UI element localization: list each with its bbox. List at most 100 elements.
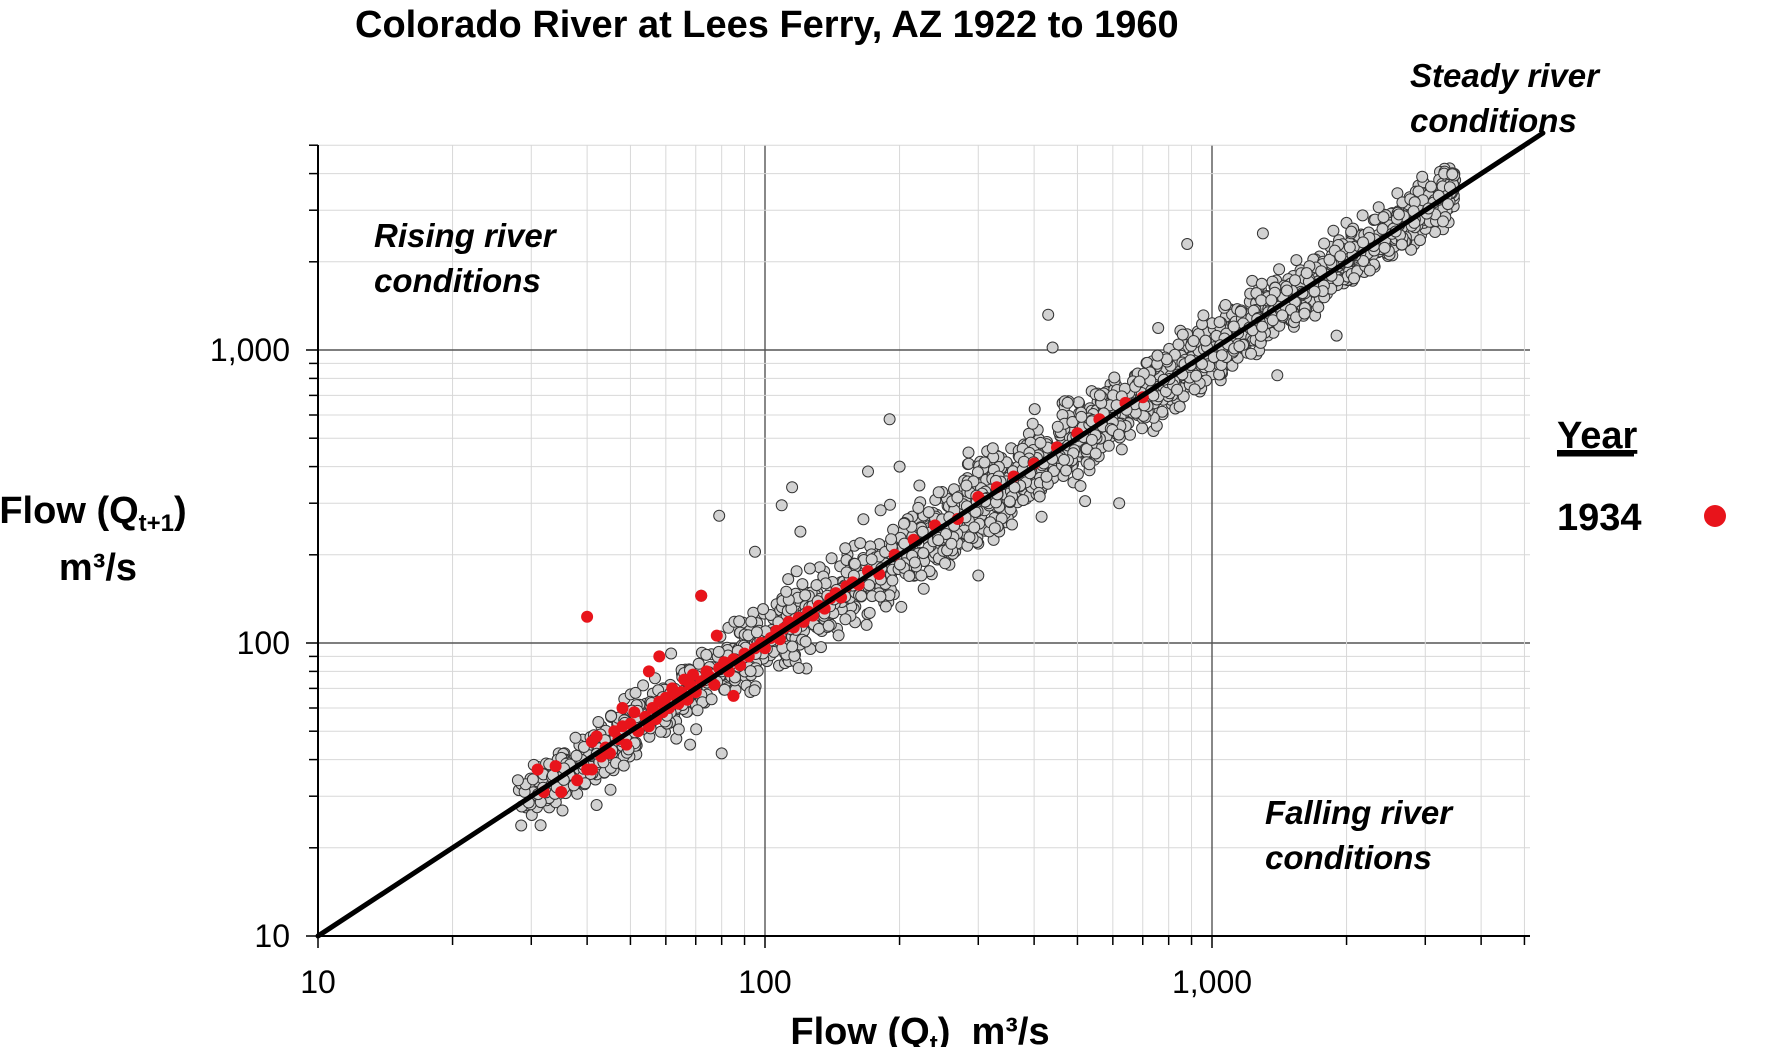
y-axis-title-subscript: t+1	[139, 510, 174, 537]
data-point	[917, 547, 930, 560]
data-point	[1256, 227, 1269, 240]
axes	[306, 144, 1530, 948]
data-point	[1071, 468, 1084, 481]
data-point	[1085, 433, 1098, 446]
data-point	[792, 662, 805, 674]
data-point	[939, 557, 952, 570]
data-point	[1271, 369, 1284, 382]
data-point	[1441, 198, 1454, 211]
data-point	[1046, 341, 1059, 354]
data-point	[786, 640, 799, 653]
data-point	[1074, 480, 1087, 492]
data-point	[705, 693, 718, 706]
data-point	[780, 585, 793, 598]
data-point	[1378, 241, 1391, 254]
data-point	[1188, 383, 1201, 396]
data-point	[932, 486, 945, 499]
data-point	[1176, 328, 1189, 341]
data-point	[874, 504, 887, 517]
data-point	[511, 774, 524, 787]
data-point	[932, 534, 945, 547]
data-point	[848, 557, 861, 570]
x-axis-title: Flow (Qt) m³/s	[790, 1011, 1049, 1047]
data-point	[1330, 329, 1343, 342]
data-point	[1102, 439, 1115, 452]
data-point	[1395, 238, 1408, 251]
data-point	[898, 517, 910, 530]
data-point	[1446, 168, 1459, 181]
data-point	[604, 783, 617, 796]
data-point	[915, 569, 928, 582]
data-point	[750, 626, 763, 639]
legend-title: Year	[1557, 415, 1638, 457]
data-point	[617, 759, 630, 772]
data-point	[1290, 254, 1303, 267]
data-point-1934	[549, 760, 562, 773]
data-point	[1281, 284, 1293, 297]
data-point	[712, 645, 725, 658]
data-point	[1075, 410, 1088, 423]
data-point	[637, 679, 650, 692]
data-point	[874, 590, 887, 603]
data-point	[605, 710, 618, 723]
data-point	[799, 635, 812, 648]
data-point	[1171, 383, 1184, 396]
data-point	[1233, 340, 1246, 353]
data-point	[1003, 495, 1016, 508]
data-point	[1289, 274, 1301, 287]
data-point	[1112, 428, 1125, 441]
data-point	[1197, 309, 1210, 322]
data-point-1934	[710, 629, 723, 642]
data-point	[526, 773, 539, 786]
data-point	[1343, 241, 1356, 254]
data-point	[1006, 518, 1018, 531]
data-point	[1348, 272, 1360, 285]
data-point-1934	[555, 786, 568, 798]
data-point	[1181, 238, 1194, 250]
data-point	[1416, 170, 1429, 183]
data-point	[556, 804, 569, 817]
data-point-1934	[628, 706, 641, 719]
data-point	[1061, 396, 1074, 409]
data-point-1934	[727, 689, 740, 702]
data-point-1934	[531, 763, 544, 776]
data-point	[1357, 255, 1370, 267]
data-point	[879, 600, 892, 613]
y-axis-unit: m³/s	[59, 547, 137, 589]
data-point-1934	[659, 691, 672, 704]
data-point	[1136, 422, 1149, 435]
data-point	[629, 686, 642, 699]
data-point	[1033, 490, 1046, 503]
data-point	[672, 723, 685, 736]
data-point	[832, 629, 845, 642]
data-point	[1060, 464, 1073, 477]
data-point	[775, 499, 788, 512]
data-point	[1377, 211, 1390, 224]
data-point	[1298, 307, 1311, 320]
data-point	[790, 565, 803, 578]
x-tick-label: 100	[738, 964, 791, 1000]
x-tick-label: 1,000	[1172, 964, 1252, 1000]
y-axis-title: Flow (Qt+1)	[0, 490, 187, 537]
data-point	[733, 615, 746, 628]
data-point	[1437, 215, 1449, 228]
data-point	[744, 665, 757, 678]
data-point	[962, 446, 975, 459]
data-point	[1089, 447, 1102, 460]
data-point	[786, 481, 799, 494]
data-point	[968, 521, 981, 534]
data-point	[1072, 396, 1085, 409]
data-point	[854, 537, 867, 550]
data-point	[862, 465, 874, 478]
data-point	[1327, 224, 1340, 237]
data-point	[988, 522, 1001, 535]
data-point	[1318, 237, 1331, 250]
y-tick-label: 1,000	[210, 332, 290, 368]
data-point	[570, 749, 583, 762]
data-point	[822, 619, 835, 632]
data-point	[986, 442, 999, 455]
data-point	[945, 537, 958, 550]
data-point	[1172, 338, 1185, 351]
steady-region-label: Steady river	[1410, 57, 1601, 94]
data-point-1934	[604, 747, 616, 760]
